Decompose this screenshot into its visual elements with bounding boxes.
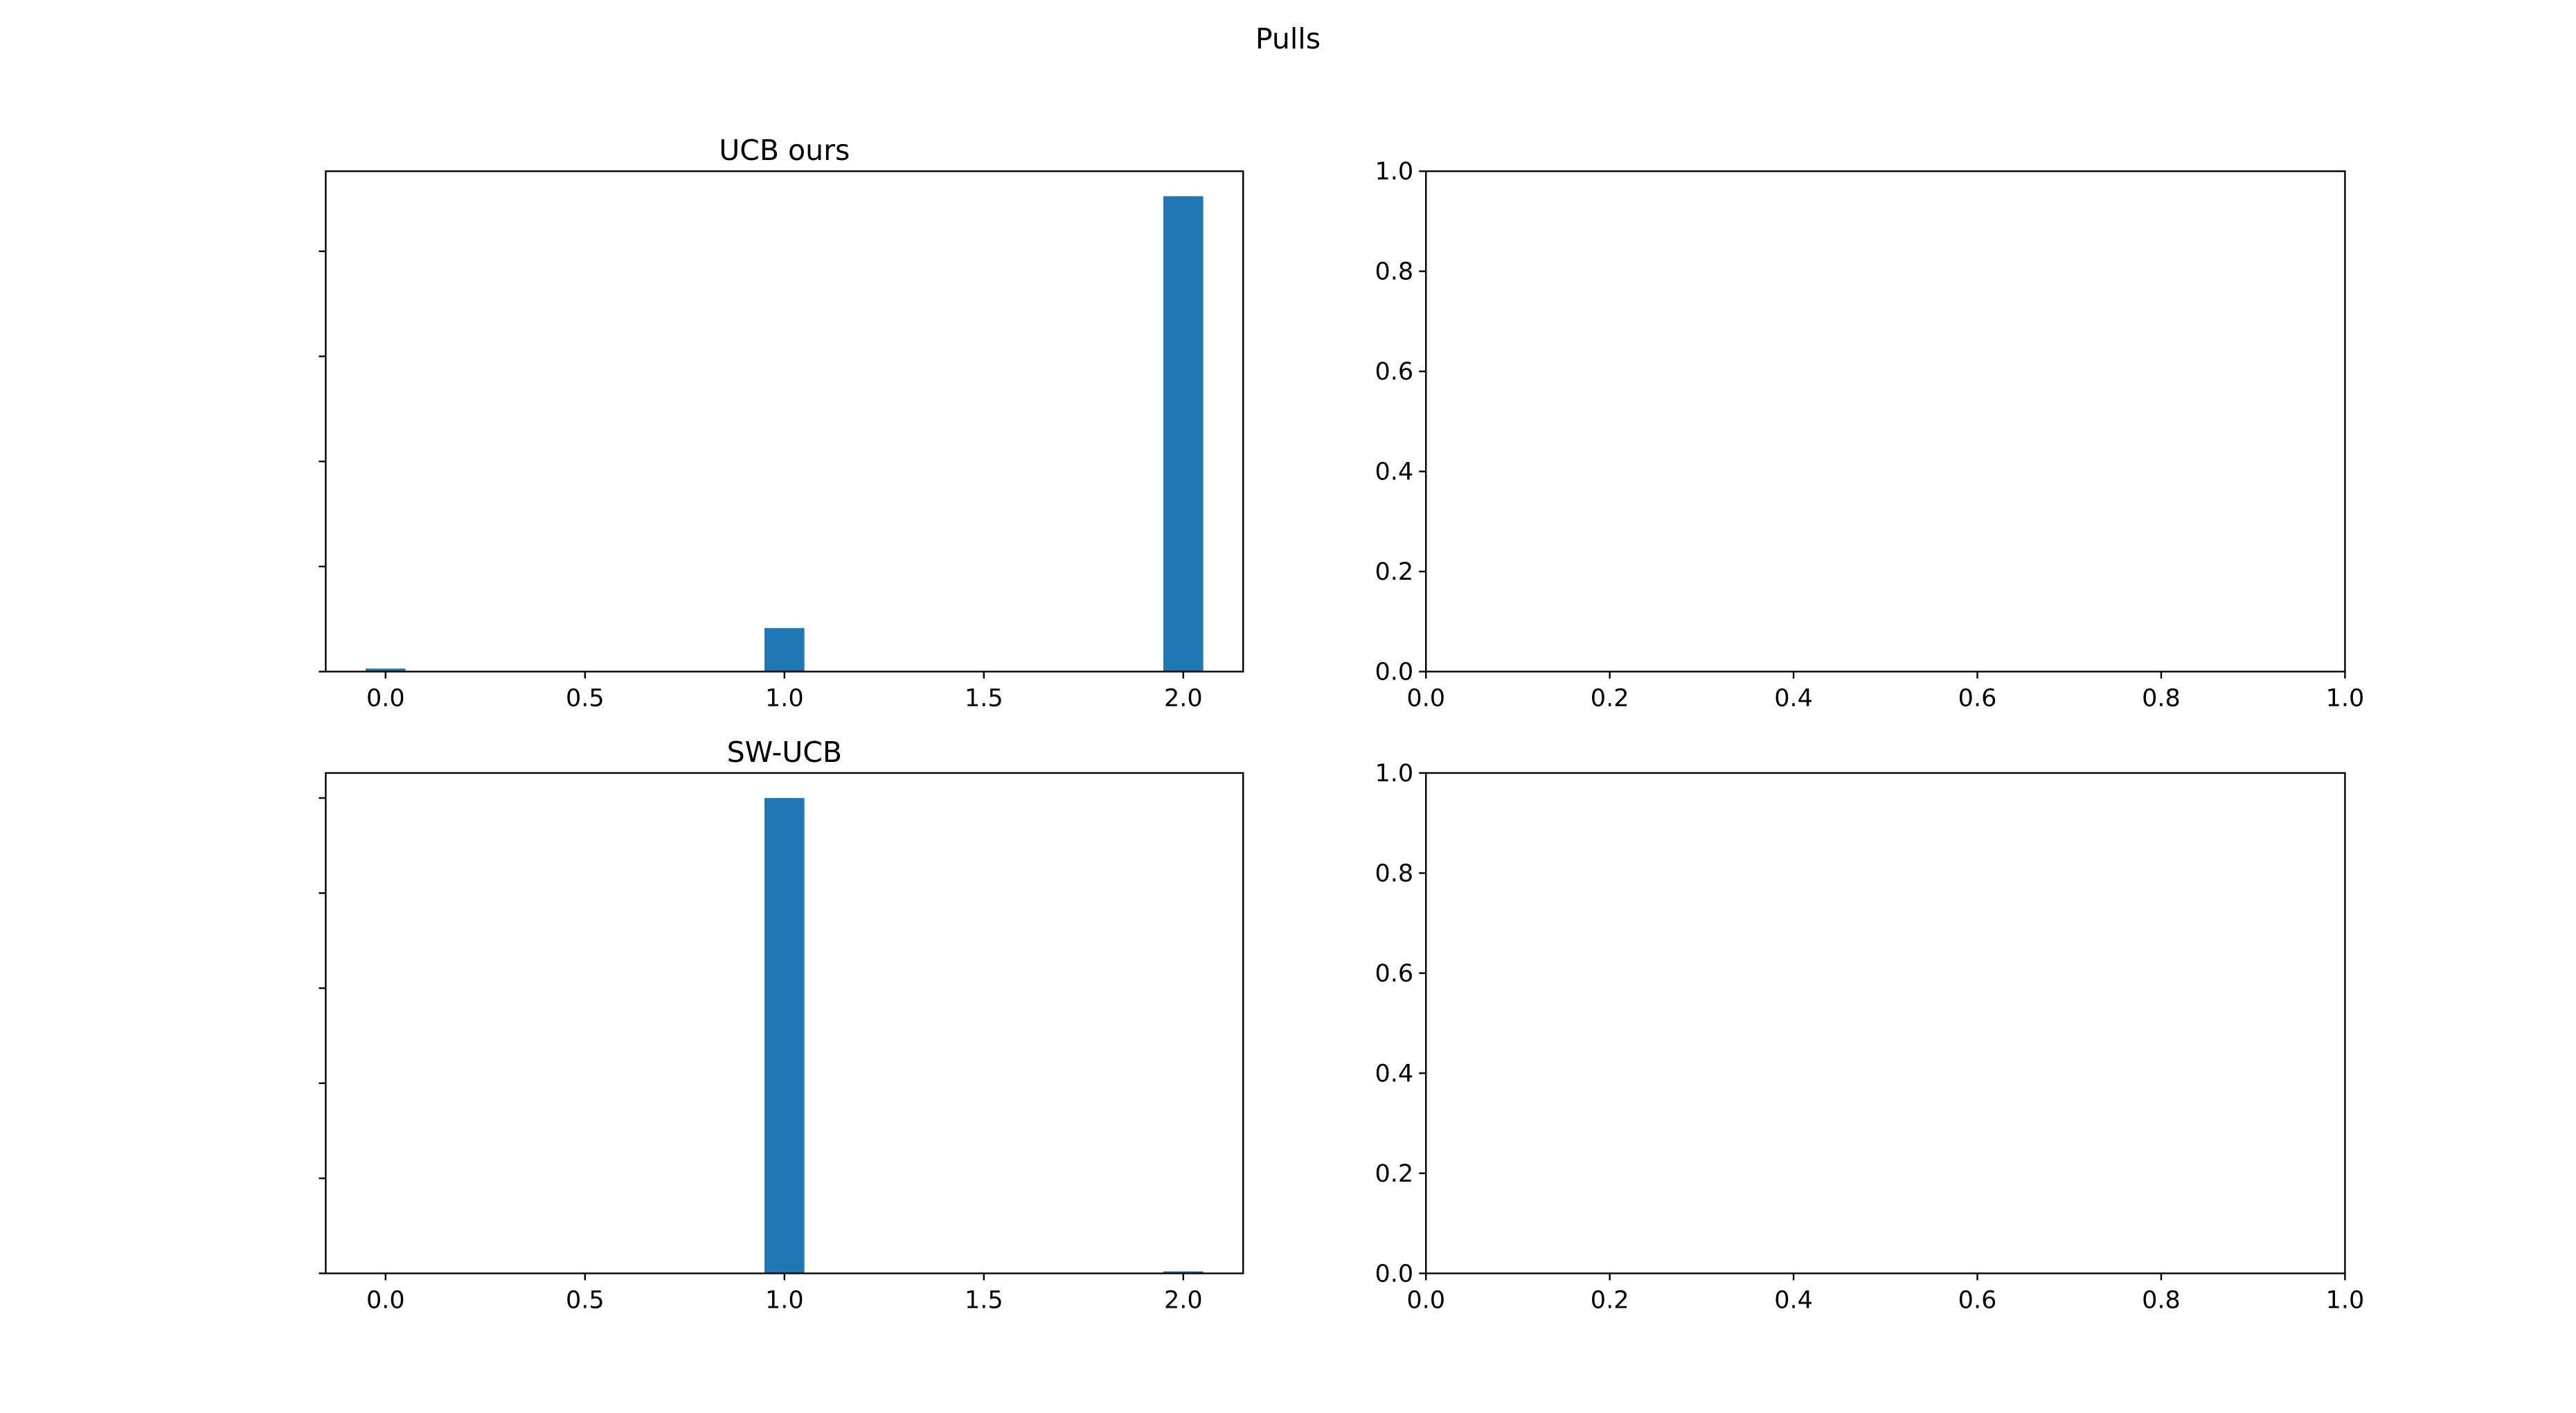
subplots: 0.0 0.5 1.0 1.5 2.0 UCB ours 0.0 0.2 0.4 0.6 0.8 1.… [319, 134, 2364, 1314]
subplot-2: 0.0 0.2 0.4 0.6 0.8 1.0 0.0 0.2 0.4 0.6 0.8 1.0 [1375, 158, 2365, 712]
y-tick-label: 0.4 [1375, 1060, 1414, 1087]
bar-x-2 [1163, 1271, 1204, 1274]
axes-frame [1424, 772, 2346, 1274]
x-tick-label: 0.0 [366, 1286, 405, 1314]
x-tick-label: 0.0 [1406, 1286, 1445, 1314]
x-tick-label: 0.0 [366, 685, 405, 713]
y-tick-label: 0.2 [1375, 558, 1414, 586]
subplot-3: 0.0 0.5 1.0 1.5 2.0 SW-UCB [319, 736, 1244, 1314]
bar-x-1 [764, 628, 805, 672]
x-tick-label: 0.5 [566, 1286, 605, 1314]
x-tick-label: 0.6 [1958, 1286, 1997, 1314]
y-tick-label: 1.0 [1375, 760, 1414, 788]
x-tick-label: 0.2 [1591, 685, 1629, 713]
subplot-title: UCB ours [719, 134, 850, 167]
y-tick-label: 0.0 [1375, 1260, 1414, 1288]
x-tick-label: 1.0 [2326, 685, 2365, 713]
y-tick-label: 0.0 [1375, 659, 1414, 686]
figure-suptitle: Pulls [1255, 22, 1321, 55]
x-tick-label: 1.0 [765, 1286, 804, 1314]
y-tick-label: 0.6 [1375, 960, 1414, 988]
y-tick-label: 0.4 [1375, 459, 1414, 486]
x-tick-label: 0.4 [1774, 685, 1813, 713]
x-tick-label: 0.5 [566, 685, 605, 713]
x-tick-label: 1.0 [2326, 1286, 2365, 1314]
subplot-title: SW-UCB [727, 736, 842, 769]
y-tick-label: 0.8 [1375, 258, 1414, 286]
x-tick-label: 0.0 [1406, 685, 1445, 713]
x-tick-label: 0.2 [1591, 1286, 1629, 1314]
y-tick-label: 0.6 [1375, 358, 1414, 386]
x-tick-label: 1.0 [765, 685, 804, 713]
x-tick-label: 1.5 [965, 685, 1003, 713]
axes-frame [1424, 170, 2346, 673]
y-tick-label: 0.8 [1375, 860, 1414, 887]
x-tick-label: 2.0 [1164, 1286, 1203, 1314]
bar-x-2 [1163, 196, 1204, 672]
subplot-1: 0.0 0.5 1.0 1.5 2.0 UCB ours [319, 134, 1244, 713]
y-tick-label: 0.2 [1375, 1160, 1414, 1188]
bar-x-0 [366, 668, 406, 672]
x-tick-label: 0.4 [1774, 1286, 1813, 1314]
x-tick-label: 0.8 [2142, 685, 2181, 713]
x-tick-label: 0.8 [2142, 1286, 2181, 1314]
x-tick-label: 0.6 [1958, 685, 1997, 713]
subplot-4: 0.0 0.2 0.4 0.6 0.8 1.0 0.0 0.2 0.4 0.6 0.8 1.0 [1375, 760, 2365, 1314]
y-tick-label: 1.0 [1375, 158, 1414, 186]
x-tick-label: 2.0 [1164, 685, 1203, 713]
x-tick-label: 1.5 [965, 1286, 1003, 1314]
bar-x-1 [764, 798, 805, 1274]
